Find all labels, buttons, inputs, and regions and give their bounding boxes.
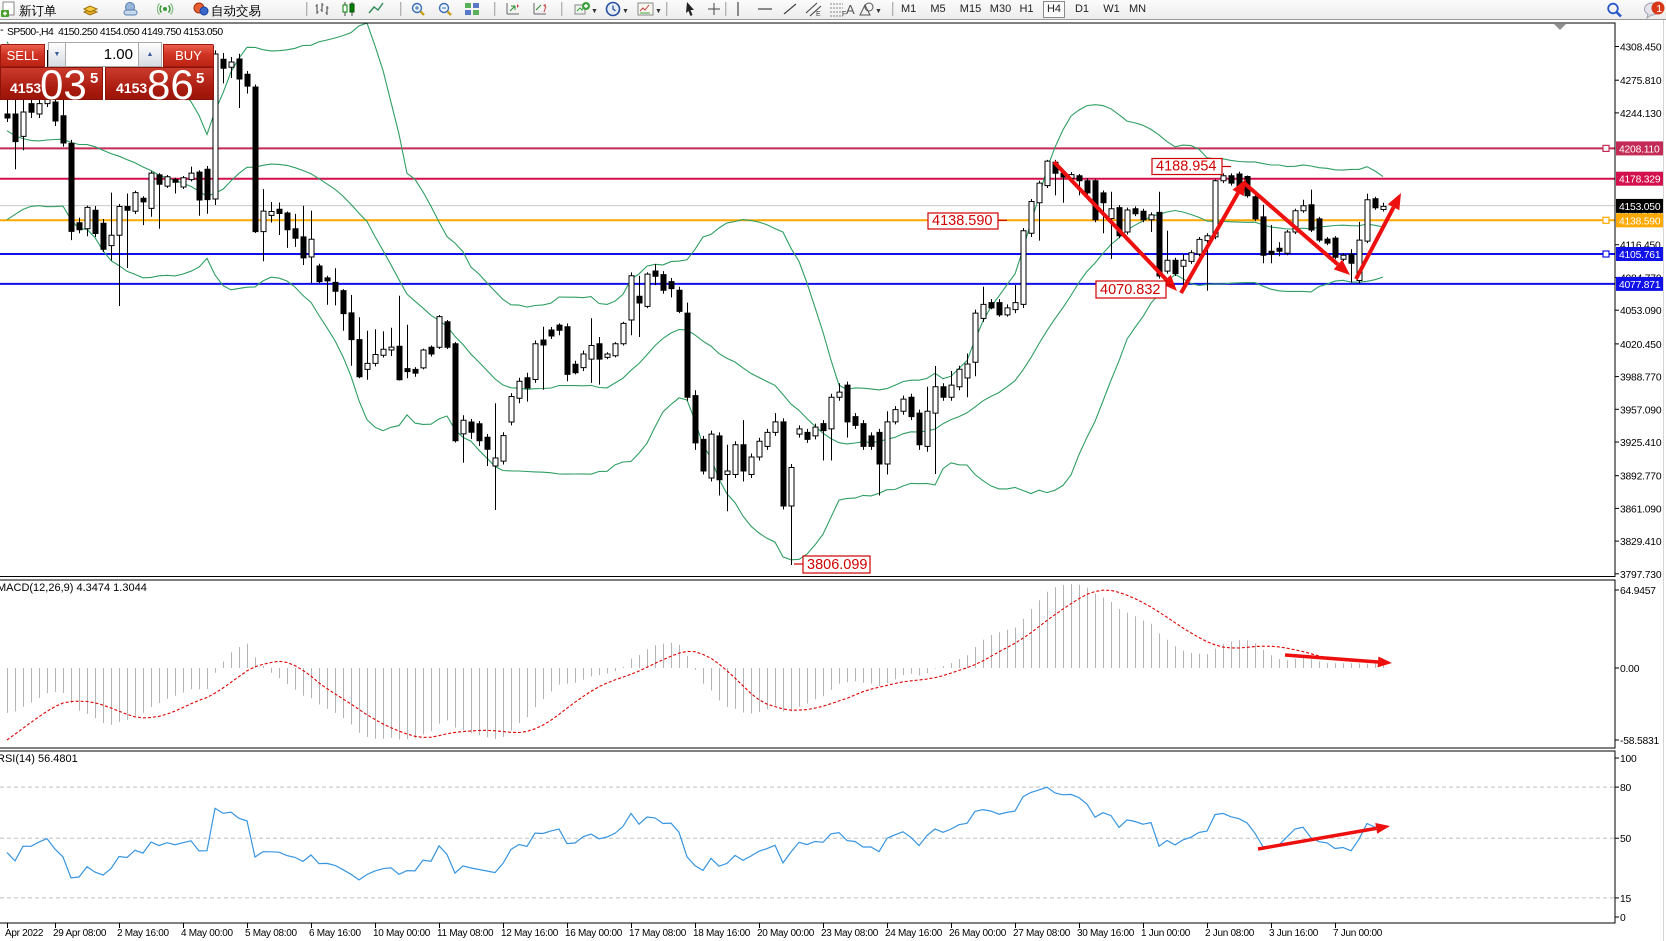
svg-text:100: 100 — [1620, 754, 1637, 765]
svg-text:7 Jun 00:00: 7 Jun 00:00 — [1333, 928, 1383, 939]
svg-text:30 May 16:00: 30 May 16:00 — [1077, 928, 1135, 939]
svg-text:12 May 16:00: 12 May 16:00 — [501, 928, 559, 939]
svg-text:3 Jun 16:00: 3 Jun 16:00 — [1269, 928, 1319, 939]
svg-text:3925.410: 3925.410 — [1620, 438, 1662, 449]
svg-text:RSI(14) 56.4801: RSI(14) 56.4801 — [0, 753, 78, 765]
svg-text:3806.099: 3806.099 — [807, 557, 867, 573]
svg-text:64.9457: 64.9457 — [1620, 586, 1656, 597]
svg-text:3957.090: 3957.090 — [1620, 405, 1662, 416]
svg-text:3797.730: 3797.730 — [1620, 570, 1662, 581]
svg-text:4070.832: 4070.832 — [1100, 282, 1160, 298]
svg-text:18 May 16:00: 18 May 16:00 — [693, 928, 751, 939]
svg-text:16 May 00:00: 16 May 00:00 — [565, 928, 623, 939]
svg-text:26 May 00:00: 26 May 00:00 — [949, 928, 1007, 939]
svg-text:15: 15 — [1620, 894, 1632, 905]
svg-text:-: - — [0, 24, 4, 36]
svg-text:4138.590: 4138.590 — [1619, 216, 1661, 227]
svg-text:24 May 16:00: 24 May 16:00 — [885, 928, 943, 939]
svg-text:5 May 08:00: 5 May 08:00 — [245, 928, 297, 939]
svg-text:10 May 00:00: 10 May 00:00 — [373, 928, 431, 939]
svg-text:MACD(12,26,9) 4.3474 1.3044: MACD(12,26,9) 4.3474 1.3044 — [0, 582, 147, 594]
svg-text:-58.5831: -58.5831 — [1620, 736, 1660, 747]
svg-text:4116.450: 4116.450 — [1620, 241, 1661, 252]
svg-text:3829.410: 3829.410 — [1620, 537, 1662, 548]
svg-text:3988.770: 3988.770 — [1620, 373, 1662, 384]
svg-text:2 May 16:00: 2 May 16:00 — [117, 928, 169, 939]
svg-text:3892.770: 3892.770 — [1620, 472, 1662, 483]
svg-text:4153.050: 4153.050 — [1619, 202, 1661, 213]
svg-text:Apr 2022: Apr 2022 — [5, 928, 44, 939]
svg-text:27 May 08:00: 27 May 08:00 — [1013, 928, 1071, 939]
svg-text:1 Jun 00:00: 1 Jun 00:00 — [1141, 928, 1191, 939]
svg-text:3861.090: 3861.090 — [1620, 504, 1662, 515]
svg-text:29 Apr 08:00: 29 Apr 08:00 — [53, 928, 107, 939]
svg-text:4308.450: 4308.450 — [1620, 43, 1662, 54]
svg-text:4188.954: 4188.954 — [1156, 159, 1216, 175]
svg-text:SP500-,H4 4150.250 4154.050 4: SP500-,H4 4150.250 4154.050 4149.750 415… — [7, 27, 223, 38]
svg-text:6 May 16:00: 6 May 16:00 — [309, 928, 361, 939]
svg-text:1: 1 — [1656, 3, 1662, 15]
svg-text:80: 80 — [1620, 783, 1632, 794]
svg-text:4244.130: 4244.130 — [1620, 109, 1662, 120]
svg-text:4020.450: 4020.450 — [1620, 340, 1662, 351]
svg-text:20 May 00:00: 20 May 00:00 — [757, 928, 815, 939]
svg-text:11 May 08:00: 11 May 08:00 — [437, 928, 494, 939]
svg-text:0.00: 0.00 — [1620, 664, 1640, 675]
svg-text:E: E — [816, 11, 821, 17]
svg-text:4138.590: 4138.590 — [932, 213, 992, 229]
svg-text:4 May 00:00: 4 May 00:00 — [181, 928, 233, 939]
svg-text:0: 0 — [1620, 913, 1626, 924]
svg-text:2 Jun 08:00: 2 Jun 08:00 — [1205, 928, 1255, 939]
svg-text:4275.810: 4275.810 — [1620, 76, 1662, 87]
svg-text:A: A — [846, 2, 855, 17]
svg-text:4053.090: 4053.090 — [1620, 306, 1662, 317]
svg-text:4178.329: 4178.329 — [1619, 175, 1661, 186]
svg-text:17 May 08:00: 17 May 08:00 — [629, 928, 687, 939]
svg-text:50: 50 — [1620, 834, 1632, 845]
svg-text:4077.871: 4077.871 — [1619, 280, 1661, 291]
svg-text:F: F — [842, 11, 846, 17]
svg-text:4208.110: 4208.110 — [1619, 144, 1660, 155]
svg-text:4105.761: 4105.761 — [1619, 250, 1661, 261]
svg-text:23 May 08:00: 23 May 08:00 — [821, 928, 879, 939]
